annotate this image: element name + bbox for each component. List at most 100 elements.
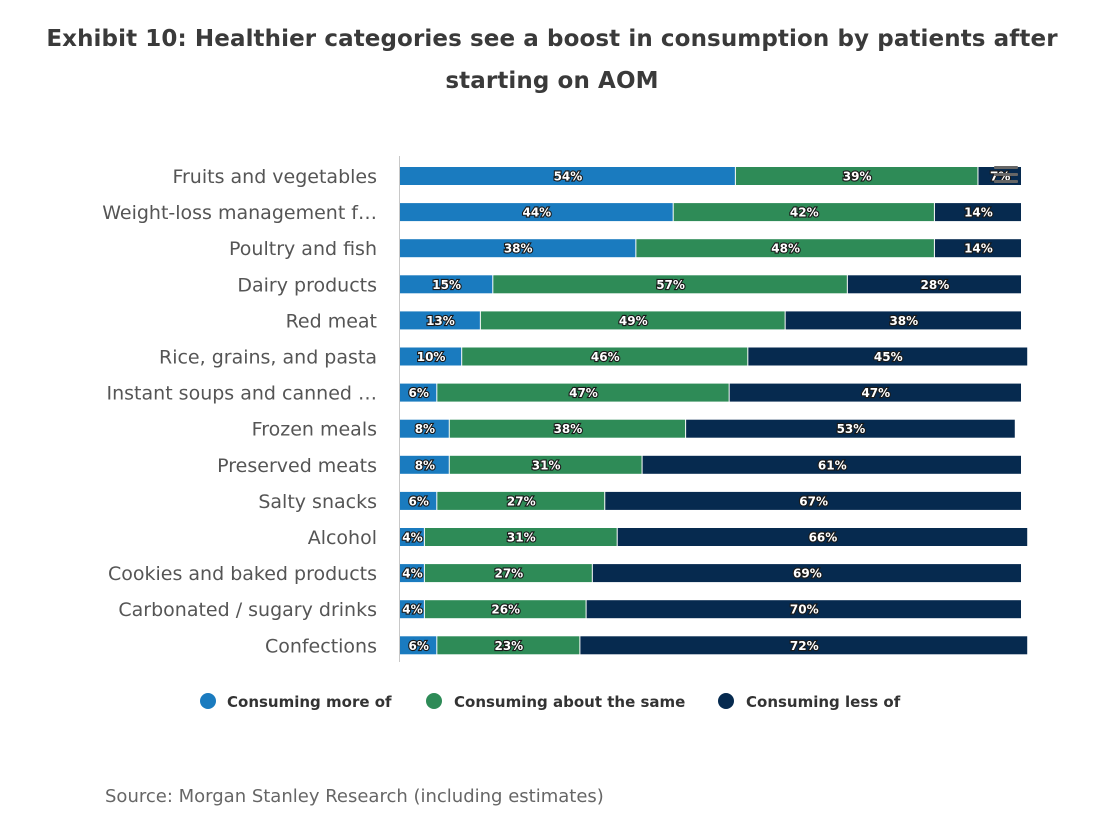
legend-label[interactable]: Consuming more of xyxy=(227,693,392,711)
data-label: 38% xyxy=(504,242,533,256)
bar-segment[interactable] xyxy=(400,528,424,546)
data-label: 10% xyxy=(417,350,446,364)
data-label: 6% xyxy=(408,494,428,508)
data-label: 4% xyxy=(402,603,422,617)
bar-segment[interactable] xyxy=(449,419,686,438)
bar-segment[interactable] xyxy=(592,564,1021,583)
bar-segment[interactable] xyxy=(586,600,1021,619)
bar-segment[interactable] xyxy=(605,491,1021,510)
bar-segment[interactable] xyxy=(934,203,1021,222)
data-label: 39% xyxy=(843,170,872,184)
category-label: Weight-loss management f… xyxy=(102,202,377,224)
category-label: Poultry and fish xyxy=(229,238,377,260)
bar-segment[interactable] xyxy=(424,600,586,619)
data-label: 45% xyxy=(874,350,903,364)
bar-segment[interactable] xyxy=(748,347,1028,366)
bar-segment[interactable] xyxy=(449,455,642,474)
data-label: 57% xyxy=(656,278,685,292)
data-label: 54% xyxy=(554,170,583,184)
bar-segment[interactable] xyxy=(480,311,785,330)
bar-segment[interactable] xyxy=(400,167,735,185)
data-label: 23% xyxy=(494,639,523,653)
data-label: 4% xyxy=(402,531,422,545)
category-label: Cookies and baked products xyxy=(108,563,377,585)
data-label: 4% xyxy=(402,567,422,581)
bar-segment[interactable] xyxy=(462,347,748,366)
chart-menu-icon[interactable] xyxy=(994,166,1018,186)
bar-segment[interactable] xyxy=(400,491,437,510)
category-label: Frozen meals xyxy=(252,419,377,441)
data-label: 31% xyxy=(507,531,536,545)
category-label: Dairy products xyxy=(237,274,377,296)
data-label: 67% xyxy=(799,494,828,508)
legend-label[interactable]: Consuming about the same xyxy=(454,693,685,711)
bar-segment[interactable] xyxy=(686,419,1015,438)
bar-segment[interactable] xyxy=(400,311,480,330)
data-label: 26% xyxy=(491,603,520,617)
data-label: 27% xyxy=(507,494,536,508)
bar-segment[interactable] xyxy=(437,383,729,402)
data-label: 72% xyxy=(790,639,819,653)
bar-segment[interactable] xyxy=(580,636,1028,655)
data-label: 6% xyxy=(408,639,428,653)
legend-label[interactable]: Consuming less of xyxy=(746,693,901,711)
bar-segment[interactable] xyxy=(673,203,934,222)
data-label: 8% xyxy=(415,422,435,436)
data-label: 13% xyxy=(426,314,455,328)
data-label: 48% xyxy=(771,242,800,256)
chart-title-line-2: starting on AOM xyxy=(445,68,659,94)
category-label: Red meat xyxy=(286,310,377,332)
source-note: Source: Morgan Stanley Research (includi… xyxy=(105,786,604,807)
data-label: 53% xyxy=(837,422,866,436)
data-label: 49% xyxy=(619,314,648,328)
category-label: Salty snacks xyxy=(258,491,377,513)
data-label: 46% xyxy=(591,350,620,364)
data-label: 69% xyxy=(793,567,822,581)
bar-segment[interactable] xyxy=(424,564,592,583)
bar-segment[interactable] xyxy=(400,564,424,583)
bar-segment[interactable] xyxy=(400,636,437,655)
bar-segment[interactable] xyxy=(493,275,847,294)
bar-segment[interactable] xyxy=(400,203,673,222)
bar-segment[interactable] xyxy=(437,636,580,655)
category-label: Fruits and vegetables xyxy=(172,166,377,188)
data-label: 8% xyxy=(415,458,435,472)
bar-segment[interactable] xyxy=(400,383,437,402)
bar-segment[interactable] xyxy=(437,491,605,510)
bar-segment[interactable] xyxy=(424,528,617,546)
data-label: 38% xyxy=(554,422,583,436)
bar-segment[interactable] xyxy=(847,275,1021,294)
chart-title-line-1: Exhibit 10: Healthier categories see a b… xyxy=(46,26,1058,52)
bar-segment[interactable] xyxy=(400,239,636,258)
data-label: 15% xyxy=(432,278,461,292)
bar-segment[interactable] xyxy=(934,239,1021,258)
category-label: Carbonated / sugary drinks xyxy=(118,599,377,621)
bar-segment[interactable] xyxy=(400,600,424,619)
data-label: 31% xyxy=(532,458,561,472)
bar-segment[interactable] xyxy=(636,239,934,258)
category-label: Instant soups and canned … xyxy=(107,383,377,405)
bar-segment[interactable] xyxy=(729,383,1021,402)
bar-segment[interactable] xyxy=(617,528,1028,546)
data-label: 61% xyxy=(818,458,847,472)
bar-segment[interactable] xyxy=(400,275,493,294)
bar-segment[interactable] xyxy=(785,311,1021,330)
category-label: Confections xyxy=(265,635,377,657)
data-label: 66% xyxy=(809,531,838,545)
data-label: 6% xyxy=(408,386,428,400)
bar-segment[interactable] xyxy=(642,455,1021,474)
legend-marker[interactable] xyxy=(426,693,442,709)
bar-segment[interactable] xyxy=(400,347,462,366)
data-label: 14% xyxy=(964,242,993,256)
bar-segment[interactable] xyxy=(400,419,449,438)
legend-marker[interactable] xyxy=(718,693,734,709)
data-label: 38% xyxy=(889,314,918,328)
legend-marker[interactable] xyxy=(200,693,216,709)
bar-segment[interactable] xyxy=(735,167,978,185)
data-label: 70% xyxy=(790,603,819,617)
data-label: 42% xyxy=(790,206,819,220)
category-label: Alcohol xyxy=(308,527,377,549)
bar-segment[interactable] xyxy=(400,455,449,474)
data-label: 28% xyxy=(921,278,950,292)
